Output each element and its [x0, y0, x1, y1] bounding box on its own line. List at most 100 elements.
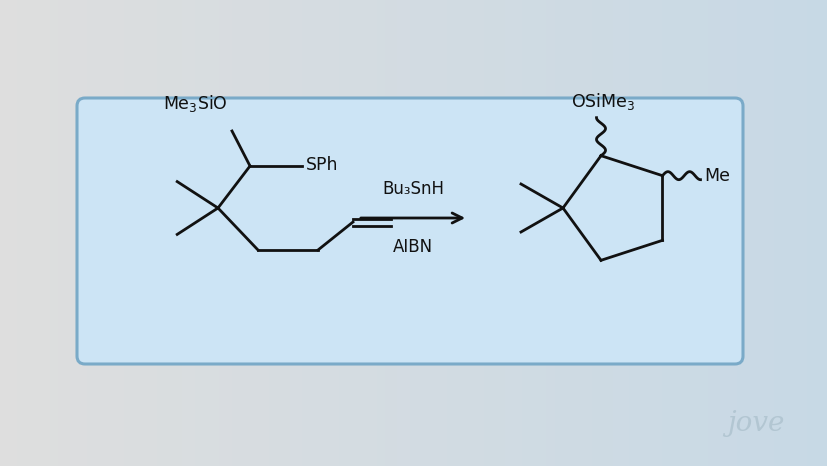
Bar [492, 0, 497, 466]
Bar [128, 0, 133, 466]
Bar [794, 0, 799, 466]
Bar [232, 0, 237, 466]
Bar [33, 0, 38, 466]
Bar [277, 0, 282, 466]
Bar [194, 0, 199, 466]
Bar [451, 0, 456, 466]
Bar [550, 0, 555, 466]
Bar [773, 0, 778, 466]
Text: jove: jove [726, 411, 784, 438]
Bar [385, 0, 390, 466]
Bar [442, 0, 447, 466]
Bar [699, 0, 704, 466]
Bar [306, 0, 311, 466]
Bar [616, 0, 621, 466]
Bar [318, 0, 323, 466]
Bar [459, 0, 464, 466]
Bar [620, 0, 625, 466]
Bar [401, 0, 406, 466]
Bar [153, 0, 158, 466]
Bar [8, 0, 13, 466]
Bar [753, 0, 758, 466]
Bar [236, 0, 241, 466]
Bar [657, 0, 662, 466]
Bar [314, 0, 319, 466]
Bar [66, 0, 71, 466]
Bar [397, 0, 402, 466]
Bar [761, 0, 766, 466]
Bar [587, 0, 592, 466]
Bar [595, 0, 600, 466]
Bar [500, 0, 505, 466]
Bar [686, 0, 691, 466]
Bar [678, 0, 683, 466]
Bar [476, 0, 480, 466]
Bar [331, 0, 336, 466]
Bar [430, 0, 435, 466]
Bar [281, 0, 286, 466]
FancyBboxPatch shape [77, 98, 742, 364]
Bar [380, 0, 385, 466]
Bar [360, 0, 365, 466]
Bar [124, 0, 129, 466]
Bar [546, 0, 551, 466]
Bar [591, 0, 596, 466]
Bar [682, 0, 687, 466]
Bar [724, 0, 729, 466]
Bar [517, 0, 522, 466]
Bar [157, 0, 162, 466]
Bar [215, 0, 220, 466]
Bar [285, 0, 290, 466]
Bar [612, 0, 617, 466]
Bar [765, 0, 770, 466]
Bar [376, 0, 381, 466]
Bar [351, 0, 356, 466]
Bar [438, 0, 443, 466]
Bar [21, 0, 26, 466]
Bar [819, 0, 824, 466]
Bar [178, 0, 183, 466]
Bar [777, 0, 782, 466]
Bar [207, 0, 212, 466]
Bar [707, 0, 712, 466]
Bar [740, 0, 745, 466]
Bar [715, 0, 720, 466]
Bar [496, 0, 501, 466]
Bar [79, 0, 84, 466]
Bar [629, 0, 633, 466]
Bar [504, 0, 509, 466]
Bar [790, 0, 795, 466]
Bar [339, 0, 344, 466]
Bar [484, 0, 489, 466]
Bar [566, 0, 571, 466]
Bar [161, 0, 166, 466]
Bar [198, 0, 203, 466]
Bar [343, 0, 348, 466]
Bar [219, 0, 224, 466]
Bar [29, 0, 34, 466]
Bar [562, 0, 567, 466]
Bar [575, 0, 580, 466]
Bar [261, 0, 265, 466]
Bar [116, 0, 121, 466]
Bar [223, 0, 228, 466]
Bar [364, 0, 369, 466]
Bar [356, 0, 361, 466]
Bar [70, 0, 75, 466]
Bar [136, 0, 141, 466]
Text: OSiMe$_3$: OSiMe$_3$ [571, 91, 634, 112]
Bar [91, 0, 96, 466]
Bar [719, 0, 724, 466]
Bar [558, 0, 563, 466]
Bar [62, 0, 67, 466]
Bar [786, 0, 791, 466]
Bar [132, 0, 137, 466]
Bar [211, 0, 216, 466]
Bar [74, 0, 79, 466]
Bar [641, 0, 646, 466]
Text: Me$_3$SiO: Me$_3$SiO [162, 94, 227, 115]
Text: AIBN: AIBN [393, 238, 433, 256]
Bar [604, 0, 609, 466]
Bar [538, 0, 543, 466]
Bar [806, 0, 811, 466]
